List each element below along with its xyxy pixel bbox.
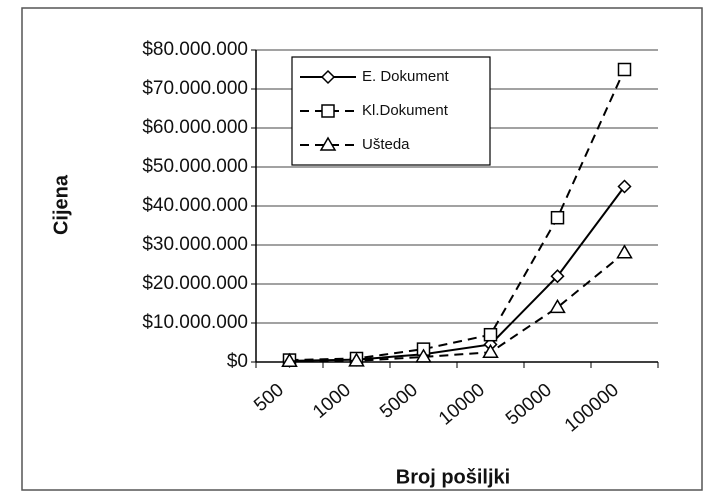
- series-line: [289, 69, 626, 362]
- y-tick-label: $60.000.000: [142, 117, 248, 138]
- point: [617, 179, 632, 194]
- y-tick-label: $10.000.000: [142, 312, 248, 333]
- x-axis-title: Broj pošiljki: [396, 466, 510, 488]
- point: [483, 327, 498, 342]
- point: [482, 343, 499, 358]
- point: [617, 62, 632, 77]
- legend: E. Dokument Kl.Dokument Ušteda: [291, 56, 491, 166]
- y-tick-label: $80.000.000: [142, 39, 248, 60]
- series-line: [289, 185, 626, 362]
- point: [616, 244, 633, 259]
- point: [550, 269, 565, 284]
- y-tick-label: $70.000.000: [142, 78, 248, 99]
- y-axis-title: Cijena: [50, 174, 72, 235]
- point: [415, 348, 432, 363]
- y-tick-label: $50.000.000: [142, 156, 248, 177]
- point: [348, 352, 365, 367]
- legend-label: Ušteda: [362, 136, 410, 153]
- y-tick-label: $0: [227, 351, 248, 372]
- legend-label: Kl.Dokument: [362, 102, 449, 119]
- point: [550, 210, 565, 225]
- point: [320, 69, 336, 85]
- y-tick-label: $30.000.000: [142, 234, 248, 255]
- y-tick-label: $20.000.000: [142, 273, 248, 294]
- legend-label: E. Dokument: [362, 68, 450, 85]
- y-tick-label: $40.000.000: [142, 195, 248, 216]
- point: [321, 104, 335, 118]
- point: [549, 298, 566, 314]
- series-line: [289, 252, 626, 363]
- point: [319, 136, 337, 151]
- point: [281, 352, 298, 367]
